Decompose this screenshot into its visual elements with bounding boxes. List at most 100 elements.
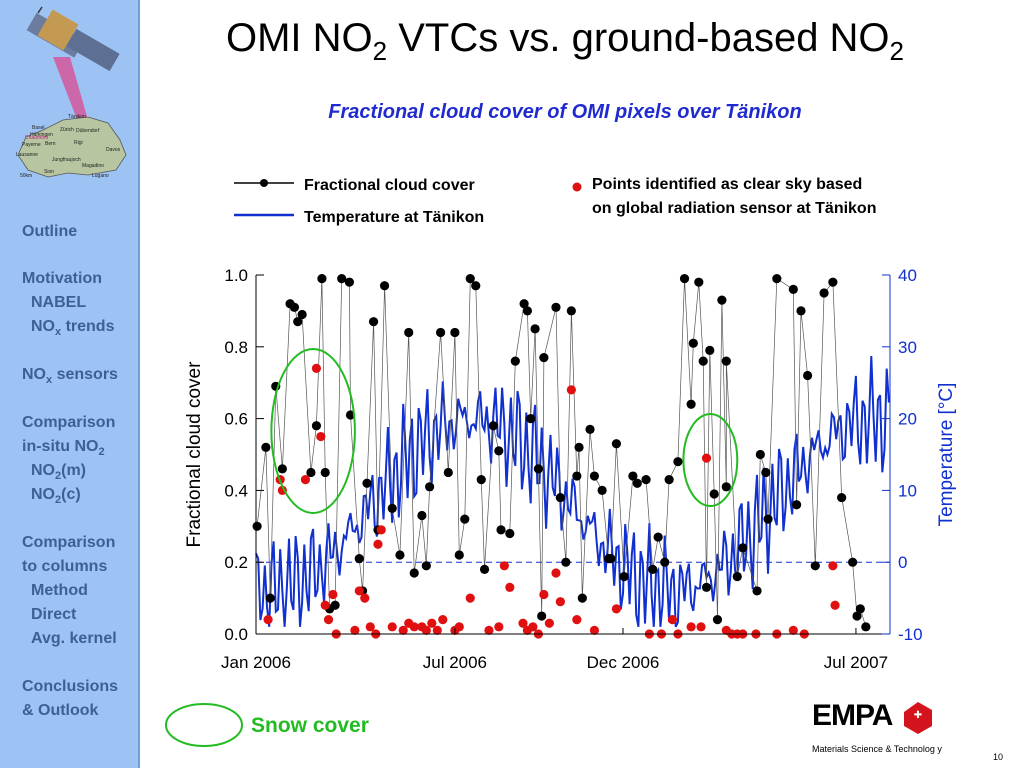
cloud-cover-point-78	[698, 356, 708, 366]
sidebar-item-0[interactable]: Outline	[22, 223, 78, 240]
cloud-cover-point-29	[421, 561, 431, 571]
cloud-cover-point-95	[796, 306, 806, 316]
cloud-cover-point-69	[648, 564, 658, 574]
svg-text:Sion: Sion	[44, 169, 54, 175]
cloud-cover-point-82	[712, 615, 723, 625]
page-number: 10	[993, 752, 1004, 762]
cloud-cover-point-20	[362, 478, 372, 488]
clear-sky-point-0	[263, 615, 273, 625]
cloud-cover-point-32	[443, 467, 453, 478]
cloud-cover-point-11	[317, 273, 327, 284]
sidebar-item-4[interactable]: NOx sensors	[22, 366, 118, 387]
svg-text:Härkingen: Härkingen	[30, 132, 53, 138]
cloud-cover-point-4	[277, 464, 287, 474]
cloud-cover-point-28	[417, 510, 427, 521]
slide-subtitle: Fractional cloud cover of OMI pixels ove…	[328, 101, 802, 123]
clear-sky-point-31	[499, 561, 509, 571]
cloud-temperature-chart: 0.0 0.2 0.4 0.6 0.8 1.0 -10 0 10 20 30 40 Jan 2006 Ju…	[184, 266, 957, 672]
cloud-cover-point-0	[252, 521, 262, 531]
cloud-cover-point-50	[537, 611, 547, 621]
snow-cover-label: Snow cover	[251, 714, 369, 737]
cloud-cover-point-26	[404, 327, 414, 338]
cloud-cover-point-45	[519, 299, 529, 309]
y2-axis-label: Temperature [°C]	[936, 383, 957, 527]
snow-cover-legend-ellipse	[165, 703, 243, 747]
cloud-cover-point-84	[721, 482, 731, 492]
cloud-cover-point-23	[379, 281, 390, 291]
cloud-cover-point-37	[471, 281, 481, 291]
cloud-cover-point-100	[837, 492, 847, 503]
clear-sky-point-24	[432, 625, 442, 636]
cloud-cover-point-99	[828, 277, 838, 287]
cloud-cover-point-96	[802, 370, 813, 381]
svg-text:Bern: Bern	[45, 141, 56, 147]
cloud-cover-point-91	[763, 514, 773, 524]
snow-cover-ellipse-1	[682, 413, 739, 507]
svg-text:Jungfraujoch: Jungfraujoch	[52, 157, 81, 163]
clear-sky-point-49	[686, 622, 696, 632]
cloud-cover-point-12	[320, 467, 330, 478]
y2-tick-label-5: 40	[898, 266, 917, 285]
y-tick-label-0: 0.0	[224, 625, 248, 644]
clear-sky-point-35	[528, 622, 538, 632]
cloud-cover-point-74	[679, 273, 690, 284]
sidebar-item-6[interactable]: in-situ NO2	[22, 438, 105, 459]
cloud-cover-point-36	[465, 273, 475, 284]
sidebar-navigation: Tänikon Basel Härkingen Zürich Dübendorf…	[0, 0, 140, 768]
svg-text:Magadino: Magadino	[82, 163, 104, 169]
sidebar-item-8[interactable]: NO2(c)	[31, 486, 81, 507]
clear-sky-point-43	[589, 625, 600, 636]
sidebar-item-3[interactable]: NOx trends	[31, 318, 115, 339]
cloud-cover-point-57	[574, 442, 584, 452]
cloud-cover-point-68	[641, 475, 651, 485]
sidebar-item-5[interactable]: Comparison	[22, 414, 116, 431]
cloud-cover-point-52	[551, 302, 561, 312]
cloud-cover-point-17	[345, 410, 356, 420]
clear-sky-point-47	[667, 615, 678, 625]
switzerland-map-satellite-icon: Tänikon Basel Härkingen Zürich Dübendorf…	[16, 6, 127, 179]
clear-sky-point-10	[350, 625, 360, 636]
cloud-cover-point-6	[289, 302, 300, 312]
cloud-cover-point-24	[387, 503, 397, 513]
svg-text:Chaumont: Chaumont	[25, 135, 49, 141]
y-tick-label-4: 0.8	[224, 338, 248, 357]
sidebar-item-12[interactable]: Direct	[31, 606, 77, 623]
cloud-cover-point-21	[368, 317, 379, 327]
cloud-cover-point-83	[717, 295, 727, 305]
cloud-cover-point-73	[673, 457, 683, 467]
clear-sky-point-15	[373, 539, 383, 549]
cloud-cover-point-71	[660, 557, 670, 567]
cloud-cover-point-102	[852, 611, 862, 621]
cloud-cover-point-2	[265, 593, 275, 603]
y-tick-label-2: 0.4	[224, 481, 248, 500]
sidebar-item-10[interactable]: to columns	[22, 558, 108, 575]
clear-sky-point-38	[544, 618, 554, 628]
sidebar-item-1[interactable]: Motivation	[22, 270, 102, 287]
legend-line-swatches	[234, 179, 294, 217]
sidebar-item-11[interactable]: Method	[31, 582, 88, 599]
satellite-icon	[26, 6, 120, 72]
sidebar-item-13[interactable]: Avg. kernel	[31, 630, 117, 647]
svg-text:Basel: Basel	[32, 125, 45, 131]
legend-clear-marker	[572, 182, 582, 192]
cloud-cover-point-101	[848, 557, 858, 567]
svg-text:Zürich: Zürich	[60, 127, 74, 133]
cloud-cover-point-48	[530, 324, 540, 334]
clear-sky-point-41	[566, 385, 576, 395]
cloud-cover-point-16	[344, 277, 354, 287]
sidebar-item-14[interactable]: Conclusions	[22, 678, 119, 695]
cloud-cover-point-38	[476, 475, 486, 485]
sidebar-item-9[interactable]: Comparison	[22, 534, 116, 551]
cloud-cover-point-86	[732, 571, 742, 582]
svg-text:Davos: Davos	[106, 147, 121, 153]
x-tick-label-0: Jan 2006	[221, 653, 291, 672]
legend-temperature-label: Temperature at Tänikon	[304, 209, 485, 226]
sidebar-item-7[interactable]: NO2(m)	[31, 462, 87, 483]
cloud-cover-point-25	[395, 550, 405, 560]
sidebar-item-2[interactable]: NABEL	[31, 294, 87, 311]
cloud-cover-point-8	[297, 309, 307, 320]
sidebar-item-15[interactable]: & Outlook	[22, 702, 99, 719]
cloud-cover-point-58	[577, 593, 587, 603]
clear-sky-point-7	[323, 615, 334, 625]
clear-sky-point-12	[360, 593, 370, 603]
